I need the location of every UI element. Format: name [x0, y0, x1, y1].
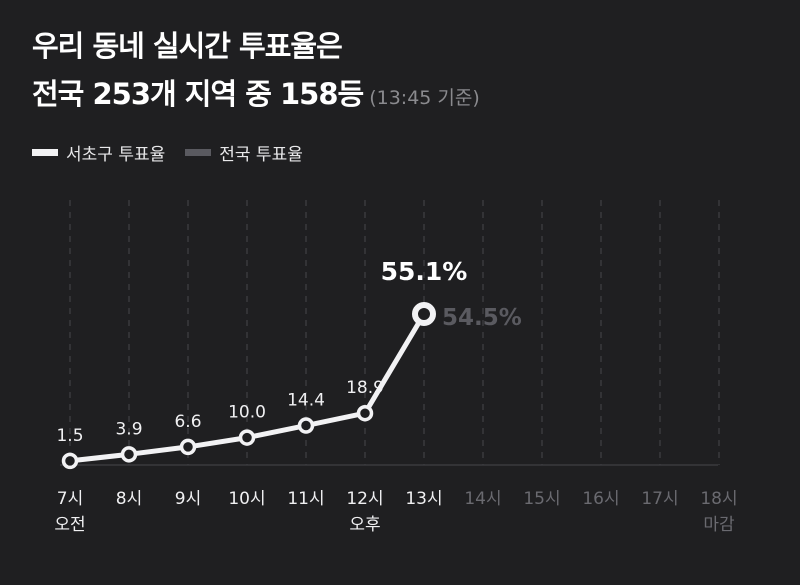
x-tick-label: 15시: [523, 489, 560, 509]
data-label-national: 54.5%: [442, 305, 522, 331]
data-label-local: 3.9: [115, 419, 142, 439]
data-point-local: [356, 404, 374, 422]
x-tick-label: 14시: [464, 489, 501, 509]
x-tick-label: 8시: [116, 489, 142, 509]
x-tick-label: 16시: [582, 489, 619, 509]
x-tick-label: 9시: [175, 489, 201, 509]
data-point-local: [238, 429, 256, 446]
data-point-local: [179, 438, 197, 456]
data-point-local: [120, 446, 138, 463]
data-point-local: [297, 417, 315, 434]
title-line-2: 전국 253개 지역 중 158등: [32, 77, 364, 111]
data-label-local: 18.9: [346, 378, 384, 398]
x-tick-sublabel: 오전: [54, 515, 85, 535]
data-label-local: 1.5: [56, 426, 83, 446]
legend-item-local: 서초구 투표율: [32, 140, 165, 165]
legend-label-national: 전국 투표율: [219, 145, 303, 165]
timestamp: (13:45 기준): [369, 87, 480, 109]
legend: 서초구 투표율 전국 투표율: [32, 140, 303, 165]
x-tick-label: 18시: [700, 489, 737, 509]
data-label-local: 6.6: [174, 412, 201, 432]
x-tick-sublabel: 오후: [349, 515, 380, 535]
data-point-local: [61, 452, 79, 470]
data-point-local: [412, 302, 436, 327]
legend-item-national: 전국 투표율: [185, 140, 303, 165]
x-tick-label: 10시: [228, 489, 265, 509]
x-tick-label: 12시: [346, 489, 383, 509]
chart-title: 우리 동네 실시간 투표율은 전국 253개 지역 중 158등 (13:45 기…: [32, 22, 480, 122]
x-tick-label: 11시: [287, 489, 324, 509]
legend-swatch-national: [185, 149, 212, 156]
title-line-2-row: 전국 253개 지역 중 158등 (13:45 기준): [32, 70, 480, 122]
title-line-1: 우리 동네 실시간 투표율은: [32, 29, 343, 63]
x-tick-label: 17시: [641, 489, 678, 509]
x-tick-label: 13시: [405, 489, 442, 509]
data-label-local: 14.4: [287, 391, 325, 411]
data-label-local: 10.0: [228, 403, 266, 423]
data-label-local-current: 55.1%: [381, 257, 468, 286]
legend-swatch-local: [32, 149, 58, 156]
legend-label-local: 서초구 투표율: [66, 145, 166, 165]
x-tick-label: 7시: [57, 489, 83, 509]
x-tick-sublabel: 마감: [703, 515, 735, 535]
